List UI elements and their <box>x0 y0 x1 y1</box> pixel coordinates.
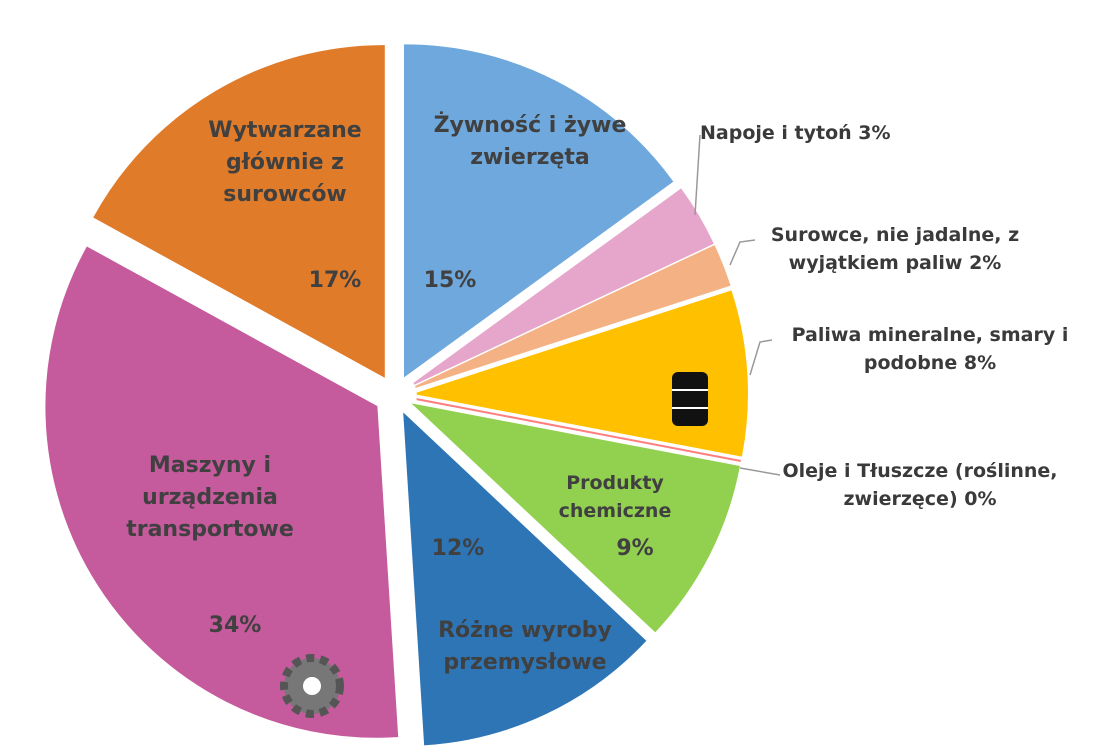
slice-label: Surowce, nie jadalne, z wyjątkiem paliw … <box>750 222 1040 277</box>
leader-line <box>694 134 701 216</box>
value-label: 17% <box>308 268 362 293</box>
category-name: Paliwa mineralne, smary i podobne <box>791 324 1069 374</box>
value-label: 8% <box>963 351 997 374</box>
value-label: 0% <box>964 487 997 510</box>
slice-label: Różne wyroby przemysłowe <box>438 618 612 675</box>
category-name: Surowce, nie jadalne, z wyjątkiem paliw <box>770 224 1020 274</box>
value-label: 2% <box>969 251 1002 274</box>
value-label: 34% <box>208 613 262 638</box>
leader-line <box>729 239 756 266</box>
pie-slice <box>416 290 748 457</box>
slice-label: Napoje i tytoń 3% <box>700 120 940 148</box>
value-label: 3% <box>858 122 891 144</box>
pie-slice <box>416 398 741 462</box>
leader-line <box>749 339 773 376</box>
pie-slice <box>403 412 647 746</box>
gear-hole <box>303 677 321 695</box>
category-name: Napoje i tytoń <box>700 122 852 144</box>
slice-label: Żywność i żywe zwierzęta <box>433 113 627 170</box>
pie-slice <box>411 403 740 633</box>
pie-slice <box>45 246 399 738</box>
slice-label: Wytwarzane głównie z surowców <box>208 118 362 207</box>
pie-slice <box>93 45 385 378</box>
value-label: 12% <box>431 536 485 561</box>
value-label: 15% <box>423 268 477 293</box>
category-name: Oleje i Tłuszcze (roślinne, zwierzęce) <box>782 460 1058 510</box>
value-label: 9% <box>616 536 654 561</box>
slice-label: Produkty chemiczne <box>558 472 672 522</box>
slice-label: Maszyny i urządzenia transportowe <box>126 453 294 542</box>
slice-label: Paliwa mineralne, smary i podobne 8% <box>760 322 1100 377</box>
pie-slice <box>403 44 674 378</box>
pie-slice <box>415 245 731 388</box>
leader-line <box>739 467 781 476</box>
pie-slice <box>413 188 714 385</box>
slice-label: Oleje i Tłuszcze (roślinne, zwierzęce) 0… <box>765 458 1075 513</box>
barrel-icon <box>672 372 708 426</box>
